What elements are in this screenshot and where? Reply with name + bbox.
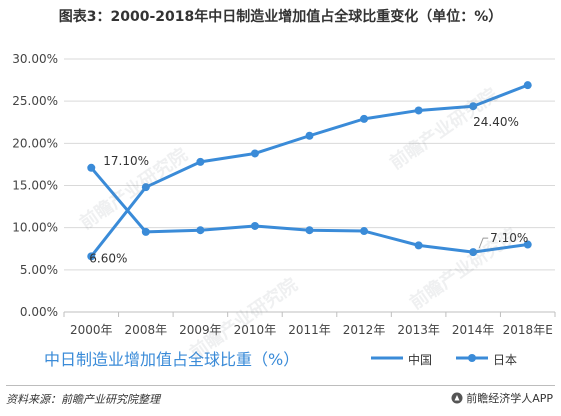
data-point-china — [360, 114, 369, 123]
data-label-leader — [478, 237, 489, 249]
x-tick-label: 2018年E — [503, 323, 553, 337]
brand-label: 前瞻经济学人APP — [466, 392, 553, 405]
data-point-china — [523, 81, 532, 90]
data-point-japan — [414, 241, 423, 250]
data-point-japan — [141, 227, 150, 236]
data-point-china — [469, 102, 478, 111]
source-note: 资料来源：前瞻产业研究院整理 — [6, 393, 160, 406]
footer-divider — [6, 385, 555, 386]
y-tick-label: 25.00% — [12, 94, 58, 108]
legend-line-japan — [456, 354, 488, 362]
data-point-japan — [305, 226, 314, 235]
data-point-china — [196, 157, 205, 166]
y-tick-label: 20.00% — [12, 136, 58, 150]
y-tick-label: 0.00% — [20, 305, 58, 319]
data-point-japan — [360, 227, 369, 236]
y-tick-label: 5.00% — [20, 263, 58, 277]
legend-label-japan: 日本 — [493, 353, 518, 367]
data-point-china — [305, 131, 314, 140]
data-label: 24.40% — [473, 115, 519, 129]
data-label: 6.60% — [89, 251, 127, 265]
data-point-japan — [250, 221, 259, 230]
y-tick-label: 15.00% — [12, 179, 58, 193]
data-point-china — [87, 252, 96, 261]
x-tick-label: 2010年 — [234, 323, 277, 337]
data-point-japan — [196, 226, 205, 235]
data-label: 7.10% — [490, 231, 528, 245]
x-tick-label: 2012年 — [343, 323, 386, 337]
data-point-china — [250, 149, 259, 158]
x-tick-label: 2008年 — [125, 323, 168, 337]
series-line-japan — [90, 166, 528, 254]
x-tick-label: 2013年 — [397, 323, 440, 337]
data-point-japan — [469, 248, 478, 257]
x-tick-label: 2014年 — [452, 323, 495, 337]
legend-label-china: 中国 — [408, 353, 433, 367]
data-point-china — [414, 106, 423, 115]
brand: 前瞻经济学人APP — [451, 390, 553, 406]
chart-title: 图表3：2000-2018年中日制造业增加值占全球比重变化（单位：%） — [58, 9, 503, 25]
x-tick-label: 2011年 — [288, 323, 331, 337]
x-tick-label: 2000年 — [70, 323, 113, 337]
x-tick-label: 2009年 — [179, 323, 222, 337]
y-tick-label: 10.00% — [12, 221, 58, 235]
y-tick-label: 30.00% — [12, 52, 58, 66]
brand-logo-icon — [451, 392, 463, 404]
legend-line-china — [371, 356, 403, 360]
data-label: 17.10% — [103, 154, 149, 168]
data-point-china — [141, 183, 150, 192]
data-point-japan — [523, 240, 532, 249]
chart-subtitle: 中日制造业增加值占全球比重（%） — [44, 350, 300, 369]
data-point-japan — [87, 163, 96, 172]
